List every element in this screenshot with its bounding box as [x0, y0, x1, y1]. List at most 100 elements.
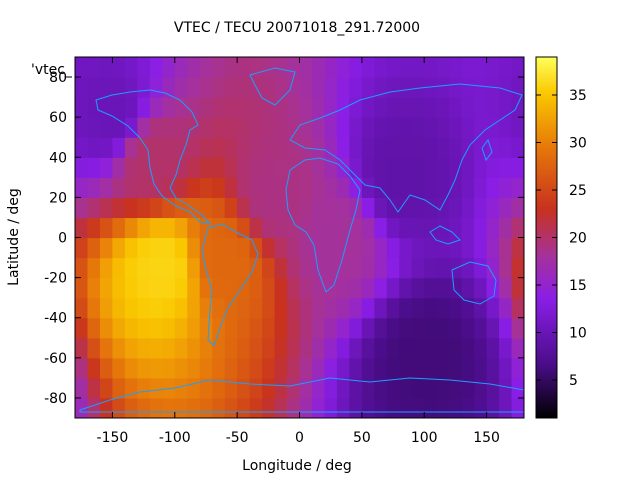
heat-cell	[249, 337, 263, 359]
heat-cell	[461, 237, 475, 259]
heat-cell	[411, 77, 425, 98]
heat-cell	[137, 77, 151, 98]
heat-cell	[224, 297, 238, 319]
heat-cell	[436, 277, 450, 299]
heat-cell	[149, 397, 163, 418]
heat-cell	[274, 137, 288, 158]
heat-cell	[224, 77, 238, 98]
heat-cell	[274, 117, 288, 138]
heat-cell	[486, 277, 500, 299]
heat-cell	[424, 137, 438, 158]
heat-cell	[249, 257, 263, 279]
heat-cell	[299, 377, 313, 399]
heat-cell	[212, 357, 226, 379]
heat-cell	[486, 397, 500, 418]
heat-cell	[149, 137, 163, 158]
heat-cell	[411, 57, 425, 78]
heat-cell	[112, 337, 126, 359]
heat-cell	[99, 157, 114, 178]
heat-cell	[311, 57, 326, 78]
heat-cell	[461, 357, 475, 379]
heat-cell	[349, 397, 363, 418]
heat-cell	[87, 197, 101, 219]
heat-cell	[361, 277, 375, 299]
heat-cell	[436, 337, 450, 359]
heat-cell	[299, 237, 313, 259]
heat-cell	[237, 377, 251, 399]
heat-cell	[237, 97, 251, 118]
heat-cell	[324, 337, 338, 359]
heat-cell	[212, 237, 226, 259]
heat-cell	[199, 377, 213, 399]
heat-cell	[99, 357, 114, 379]
heat-cell	[436, 57, 450, 78]
heat-cell	[399, 57, 413, 78]
heat-cell	[436, 237, 450, 259]
heat-cell	[112, 297, 126, 319]
heat-cell	[399, 297, 413, 319]
heat-cell	[461, 217, 475, 239]
heat-cell	[224, 357, 238, 379]
heat-cell	[249, 157, 263, 178]
heat-cell	[162, 197, 176, 219]
heat-cell	[424, 197, 438, 219]
heat-cell	[274, 377, 288, 399]
heat-cell	[324, 117, 338, 138]
heat-cell	[149, 337, 163, 359]
heat-cell	[436, 357, 450, 379]
heat-cell	[449, 77, 463, 98]
heat-cell	[511, 197, 524, 219]
heat-cell	[262, 77, 276, 98]
heat-cell	[349, 137, 363, 158]
heat-cell	[449, 117, 463, 138]
heat-cell	[324, 137, 338, 158]
heat-cell	[174, 197, 188, 219]
heat-cell	[311, 97, 326, 118]
heat-cell	[187, 157, 201, 178]
heat-cell	[324, 197, 338, 219]
heat-cell	[99, 377, 114, 399]
x-axis-label: Longitude / deg	[242, 458, 352, 474]
heat-cell	[237, 297, 251, 319]
heat-cell	[461, 157, 475, 178]
heat-cell	[87, 157, 101, 178]
heat-cell	[274, 397, 288, 418]
heat-cell	[187, 277, 201, 299]
heat-cell	[311, 357, 326, 379]
heat-cell	[287, 97, 301, 118]
heat-cell	[249, 217, 263, 239]
heat-cell	[124, 277, 138, 299]
heat-cell	[411, 217, 425, 239]
heat-cell	[324, 357, 338, 379]
heat-cell	[436, 137, 450, 158]
heat-cell	[349, 77, 363, 98]
heat-cell	[474, 357, 488, 379]
heat-cell	[174, 97, 188, 118]
heat-cell	[361, 297, 375, 319]
heat-cell	[449, 137, 463, 158]
heat-cell	[212, 297, 226, 319]
x-tick-label: -150	[97, 430, 129, 446]
heat-cell	[75, 317, 89, 339]
heat-cell	[262, 177, 276, 198]
heat-cell	[87, 217, 101, 239]
heat-cell	[499, 157, 513, 178]
heat-cell	[386, 77, 400, 98]
coast-africa	[285, 157, 361, 293]
heat-cell	[311, 397, 326, 418]
heat-cell	[237, 117, 251, 138]
heat-cell	[212, 217, 226, 239]
heat-cell	[262, 357, 276, 379]
heat-cell	[299, 297, 313, 319]
y-tick-label: -80	[44, 391, 67, 407]
heat-cell	[124, 97, 138, 118]
heat-cell	[374, 337, 388, 359]
heat-cell	[486, 297, 500, 319]
heat-cell	[262, 337, 276, 359]
heat-cell	[361, 177, 375, 198]
heat-cell	[224, 117, 238, 138]
colorbar-tick-label: 5	[569, 373, 578, 389]
heat-cell	[237, 237, 251, 259]
heat-cell	[287, 297, 301, 319]
coast-greenland	[249, 67, 296, 106]
